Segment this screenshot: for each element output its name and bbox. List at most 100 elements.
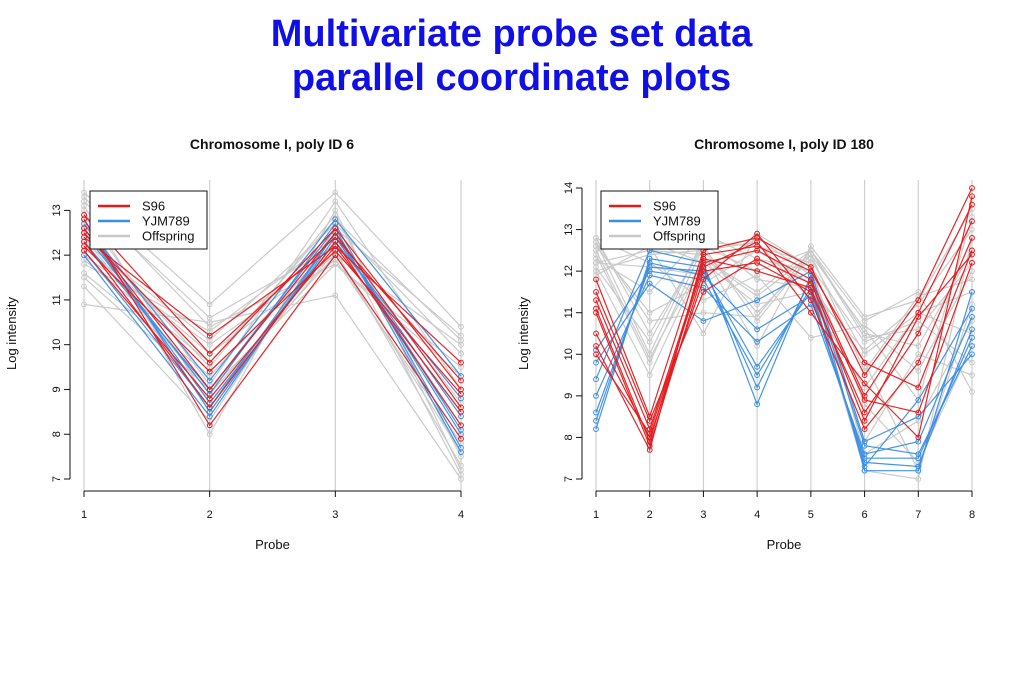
series-line [595,196,973,439]
y-tick-label: 7 [563,476,575,482]
y-tick-label: 11 [51,294,63,305]
data-point [458,422,464,429]
series-line [595,241,973,456]
series-line [595,187,973,419]
series-line [83,240,462,426]
data-point [915,434,922,441]
data-point [332,189,339,196]
y-tick-label: 9 [51,386,63,392]
series-line [83,231,462,435]
x-axis-label: Probe [255,537,290,552]
data-point [969,218,975,225]
data-point [969,289,975,295]
data-point [861,372,868,379]
series-line [83,227,462,408]
data-point [969,276,975,283]
series-line [595,237,973,444]
data-point [206,332,213,339]
x-tick-label: 1 [81,509,87,521]
data-point [861,397,868,403]
legend-label: Offspring [142,229,195,244]
data-point [700,251,707,258]
data-point [593,305,599,312]
data-point [915,309,922,316]
data-point [206,422,213,429]
slide-title-line-1: Multivariate probe set data [270,13,753,55]
x-tick-label: 4 [754,509,760,521]
x-tick-label: 2 [647,509,653,521]
y-tick-label: 13 [51,204,63,216]
data-point [593,343,599,349]
data-point [808,309,814,316]
data-point [332,243,339,250]
data-point [754,272,760,279]
data-point [861,338,868,345]
data-point [593,289,599,295]
x-tick-label: 5 [808,509,814,521]
data-point [754,363,760,370]
data-point [861,426,868,433]
data-point [458,449,464,456]
data-point [861,318,868,324]
data-point [915,368,922,374]
data-point [81,301,87,308]
data-point [754,309,760,316]
data-point [861,334,868,341]
data-point [808,276,814,283]
x-tick-label: 4 [458,509,464,521]
data-point [969,334,975,341]
data-point [754,289,760,295]
data-point [754,268,760,275]
y-tick-label: 9 [563,393,575,399]
data-point [861,326,868,333]
data-point [458,337,464,344]
x-tick-label: 1 [593,509,599,521]
data-point [458,435,464,442]
data-point [206,377,213,384]
data-point [861,359,868,366]
data-point [206,323,213,330]
data-point [332,225,339,232]
y-tick-label: 7 [51,476,63,482]
data-point [332,292,339,299]
chart-title: Chromosome I, poly ID 6 [190,136,354,152]
series-line [595,270,973,443]
y-axis-label: Log intensity [4,297,19,370]
series-line [83,218,462,440]
data-point [915,351,922,358]
data-point [969,259,975,266]
data-point [206,395,213,402]
data-point [754,343,760,349]
y-tick-label: 10 [563,348,575,360]
series-line [595,237,973,392]
data-point [861,384,868,391]
series-line [595,258,973,455]
data-point [700,318,707,324]
data-point [458,377,464,384]
y-tick-label: 8 [563,434,575,440]
series-line [83,205,462,466]
data-point [458,471,464,478]
data-point [969,372,975,379]
series-line [595,254,973,444]
data-point [332,252,339,259]
x-tick-label: 8 [969,509,975,521]
series-line [595,266,973,468]
data-point [861,467,868,474]
data-point [754,239,760,245]
series-line [595,216,973,402]
data-point [593,235,599,241]
legend-label: S96 [653,199,676,214]
data-point [646,438,653,445]
data-point [754,230,760,237]
series-line [595,274,973,455]
data-point [861,417,868,424]
data-point [808,289,814,295]
series-s96 [81,212,464,442]
data-point [206,368,213,375]
data-point [593,426,599,433]
data-point [969,326,975,333]
data-point [915,438,922,445]
series-line [83,200,462,390]
